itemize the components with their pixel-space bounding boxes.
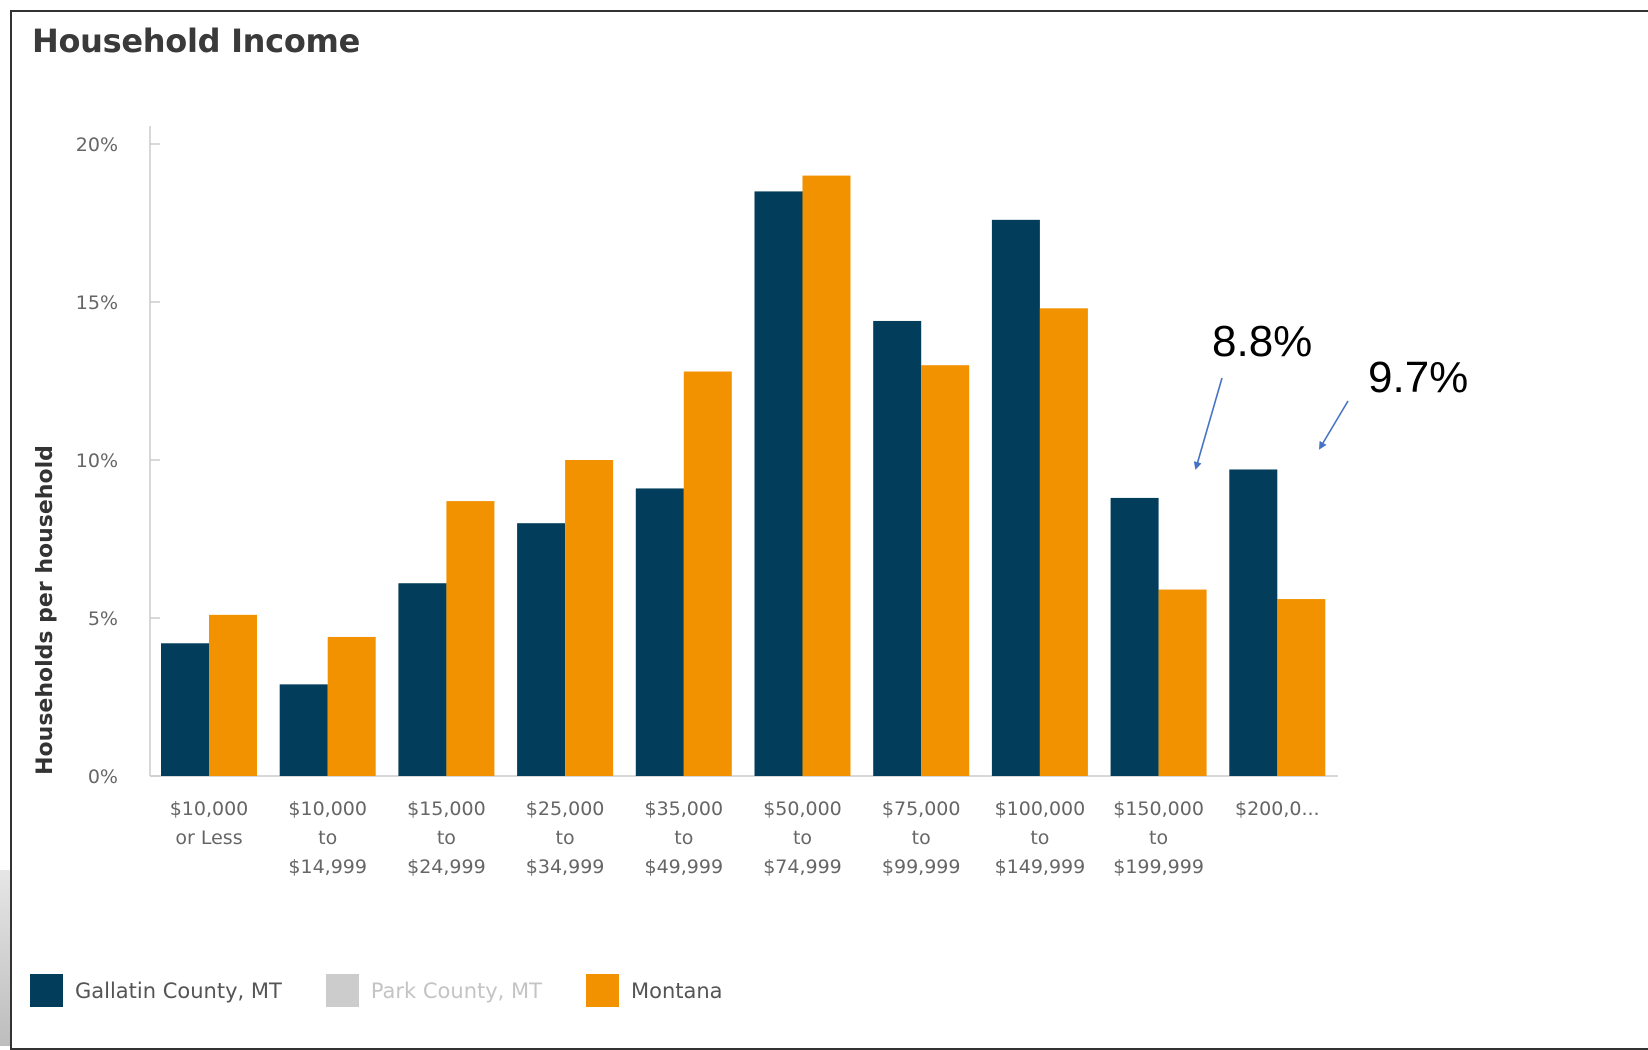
x-tick-label: $74,999: [763, 856, 842, 878]
x-tick-label: $75,000: [882, 798, 961, 820]
x-tick-label: $49,999: [645, 856, 724, 878]
y-tick-label: 0%: [88, 766, 118, 788]
x-axis-labels: $10,000 or Less $10,000 to $14,999 $15,000 to $…: [170, 798, 1320, 878]
legend-label: Park County, MT: [370, 978, 542, 1003]
x-tick-label: $10,000: [170, 798, 249, 820]
legend-label: Montana: [630, 978, 723, 1003]
x-tick-label: $200,0...: [1235, 798, 1320, 820]
bar-gallatin-county-mt: [161, 643, 209, 776]
bar-gallatin-county-mt: [873, 320, 922, 776]
annotation-arrow: [1193, 377, 1223, 470]
bar-montana: [1039, 308, 1088, 776]
chart-bars: [161, 175, 1326, 777]
legend-item-park-county-mt[interactable]: Park County, MT: [325, 974, 542, 1007]
x-tick-label: $10,000: [288, 798, 367, 820]
bar-gallatin-county-mt: [1229, 469, 1278, 776]
bar-montana: [802, 175, 851, 777]
bar-montana: [1277, 599, 1326, 776]
legend-swatch: [30, 974, 63, 1007]
y-axis-label: Households per household: [33, 445, 58, 775]
bar-montana: [683, 371, 732, 776]
bar-montana: [209, 614, 257, 776]
bar-gallatin-county-mt: [1110, 497, 1159, 776]
x-tick-label: $34,999: [526, 856, 605, 878]
x-tick-label: $50,000: [763, 798, 842, 820]
y-tick-label: 10%: [76, 450, 118, 472]
x-tick-label: $14,999: [288, 856, 367, 878]
bar-gallatin-county-mt: [754, 191, 803, 776]
chart-legend: Gallatin County, MT Park County, MT Montan…: [30, 974, 767, 1007]
x-tick-label: $149,999: [995, 856, 1086, 878]
x-tick-label: to: [674, 827, 693, 849]
legend-swatch: [585, 974, 619, 1007]
left-edge-shadow: [0, 870, 10, 1046]
bar-gallatin-county-mt: [635, 488, 684, 776]
legend-swatch: [325, 974, 359, 1007]
x-tick-label: to: [793, 827, 812, 849]
x-tick-label: $150,000: [1113, 798, 1204, 820]
legend-item-gallatin-county-mt[interactable]: Gallatin County, MT: [30, 974, 282, 1007]
bar-montana: [921, 365, 970, 776]
bar-montana: [1158, 589, 1207, 776]
x-tick-label: to: [1030, 827, 1049, 849]
x-tick-label: $35,000: [645, 798, 724, 820]
bar-montana: [565, 460, 614, 776]
x-tick-label: $15,000: [407, 798, 486, 820]
bar-gallatin-county-mt: [279, 684, 328, 776]
annotation-label: 9.7%: [1368, 353, 1468, 402]
x-tick-label: to: [437, 827, 456, 849]
x-tick-label: $100,000: [995, 798, 1086, 820]
x-tick-label: to: [556, 827, 575, 849]
bar-gallatin-county-mt: [517, 523, 566, 776]
annotation-label: 8.8%: [1212, 317, 1312, 366]
chart-annotations: 8.8% 9.7%: [1193, 317, 1468, 470]
bar-montana: [446, 501, 495, 776]
x-tick-label: to: [318, 827, 337, 849]
y-tick-label: 15%: [76, 292, 118, 314]
chart-title: Household Income: [32, 22, 360, 60]
bar-gallatin-county-mt: [398, 583, 447, 776]
x-tick-label: $199,999: [1113, 856, 1204, 878]
y-tick-label: 5%: [88, 608, 118, 630]
legend-label: Gallatin County, MT: [75, 978, 282, 1003]
x-tick-label: $24,999: [407, 856, 486, 878]
x-tick-label: or Less: [175, 827, 242, 849]
bar-montana: [327, 636, 376, 776]
bar-gallatin-county-mt: [991, 219, 1040, 777]
x-tick-label: $25,000: [526, 798, 605, 820]
x-tick-label: to: [912, 827, 931, 849]
x-tick-label: $99,999: [882, 856, 961, 878]
legend-item-montana[interactable]: Montana: [585, 974, 723, 1007]
x-tick-label: to: [1149, 827, 1168, 849]
annotation-arrow: [1318, 400, 1349, 450]
y-tick-label: 20%: [76, 134, 118, 156]
